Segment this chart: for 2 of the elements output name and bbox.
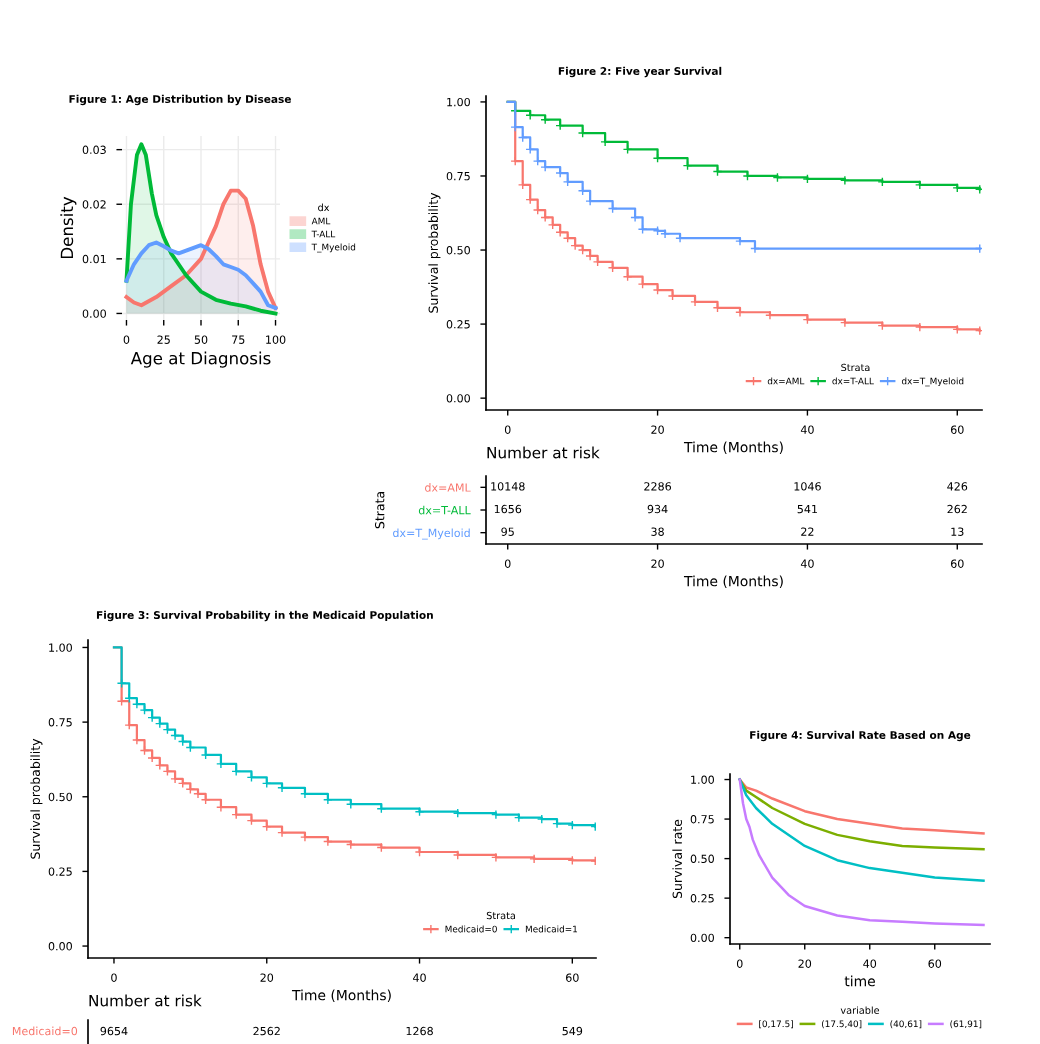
x-axis-title: Age at Diagnosis <box>130 351 271 368</box>
y-axis-title: Density <box>60 196 77 259</box>
